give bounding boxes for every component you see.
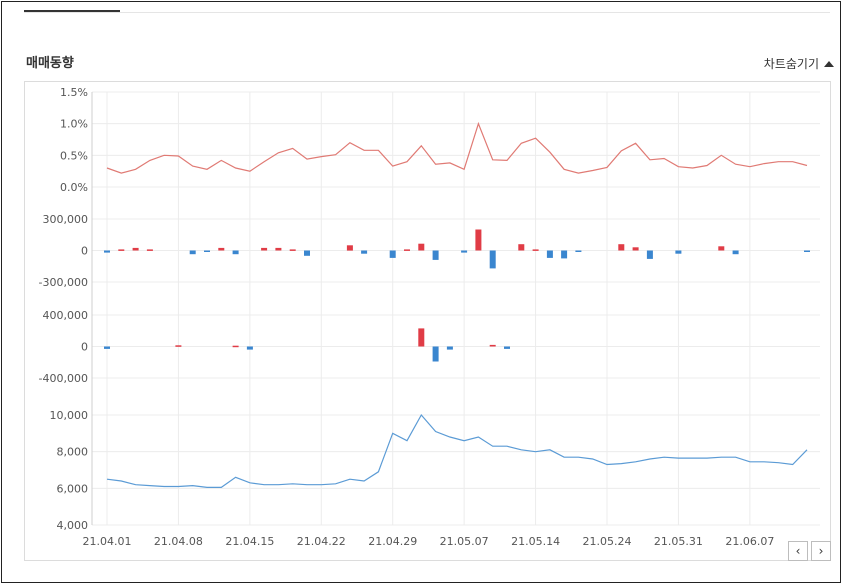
x-tick-label: 21.05.31 — [654, 535, 703, 548]
net-buy-bar-1 — [104, 250, 110, 253]
net-buy-bar-1 — [718, 246, 725, 251]
net-buy-bar-2 — [432, 346, 439, 362]
net-buy-bar-1 — [261, 247, 268, 251]
y-tick-label: 0 — [81, 341, 88, 354]
net-buy-bar-2 — [446, 346, 453, 350]
net-buy-bar-1 — [575, 250, 582, 252]
net-buy-bar-1 — [232, 250, 239, 255]
prev-button[interactable]: ‹ — [788, 541, 808, 561]
x-tick-label: 21.04.29 — [368, 535, 417, 548]
net-buy-bar-2 — [104, 346, 110, 349]
x-tick-label: 21.06.07 — [725, 535, 774, 548]
net-buy-bar-1 — [218, 247, 225, 251]
x-tick-label: 21.05.07 — [440, 535, 489, 548]
x-tick-label: 21.04.22 — [297, 535, 346, 548]
x-tick-label: 21.04.08 — [154, 535, 203, 548]
net-buy-bar-1 — [146, 249, 153, 251]
y-tick-label: 300,000 — [43, 213, 89, 226]
x-tick-label: 21.04.15 — [225, 535, 274, 548]
x-tick-label: 21.05.24 — [583, 535, 632, 548]
y-tick-label: 4,000 — [57, 519, 89, 532]
net-buy-bar-1 — [132, 247, 139, 251]
y-tick-label: 0.5% — [60, 149, 88, 162]
net-buy-bar-1 — [561, 250, 568, 259]
y-tick-label: -300,000 — [39, 276, 88, 289]
net-buy-bar-1 — [404, 249, 410, 251]
net-buy-bar-2 — [246, 346, 253, 350]
y-tick-label: 10,000 — [50, 409, 89, 422]
net-buy-bar-1 — [618, 244, 625, 251]
top-tab-indicator — [24, 10, 120, 12]
next-button[interactable]: › — [811, 541, 831, 561]
top-divider — [24, 12, 830, 13]
net-buy-bar-1 — [475, 229, 482, 251]
section-title: 매매동향 — [26, 56, 74, 71]
y-tick-label: 0 — [81, 245, 88, 258]
price-line — [106, 413, 808, 488]
net-buy-bar-1 — [518, 244, 525, 251]
net-buy-bar-1 — [632, 247, 639, 251]
net-buy-bar-1 — [346, 245, 353, 251]
y-tick-label: 1.5% — [60, 86, 88, 99]
hide-chart-label: 차트숨기기 — [763, 57, 819, 71]
net-buy-bar-1 — [732, 250, 739, 255]
net-buy-bar-1 — [275, 247, 282, 251]
net-buy-bar-1 — [289, 249, 296, 251]
y-tick-label: 0.0% — [60, 181, 88, 194]
net-buy-bar-1 — [389, 250, 396, 258]
net-buy-bar-2 — [489, 344, 496, 347]
net-buy-bar-1 — [546, 250, 553, 258]
net-buy-bar-1 — [489, 250, 496, 269]
y-tick-label: 400,000 — [43, 309, 89, 322]
chevron-right-icon: › — [818, 544, 824, 558]
y-tick-label: 1.0% — [60, 118, 88, 131]
hide-chart-toggle[interactable]: 차트숨기기 — [764, 55, 834, 72]
net-buy-bar-2 — [232, 345, 239, 348]
y-tick-label: 8,000 — [57, 446, 89, 459]
net-buy-bar-1 — [304, 250, 310, 256]
net-buy-bar-1 — [532, 249, 539, 251]
turnover-rate-line — [106, 121, 808, 174]
net-buy-bar-1 — [432, 250, 439, 260]
net-buy-bar-1 — [646, 250, 653, 259]
net-buy-bar-1 — [418, 243, 425, 251]
y-tick-label: -400,000 — [39, 372, 88, 385]
net-buy-bar-2 — [418, 328, 425, 347]
x-tick-label: 21.04.01 — [83, 535, 132, 548]
net-buy-bar-1 — [118, 249, 125, 251]
triangle-up-icon — [824, 60, 834, 67]
net-buy-bar-1 — [461, 250, 468, 253]
net-buy-bar-1 — [804, 250, 810, 252]
chart-container — [24, 81, 831, 561]
net-buy-bar-1 — [675, 250, 682, 254]
net-buy-bar-1 — [361, 250, 368, 254]
x-tick-label: 21.05.14 — [511, 535, 560, 548]
net-buy-bar-2 — [504, 346, 510, 349]
net-buy-bar-1 — [189, 250, 196, 255]
net-buy-bar-1 — [204, 250, 210, 252]
chevron-left-icon: ‹ — [795, 544, 801, 558]
y-tick-label: 6,000 — [57, 482, 89, 495]
net-buy-bar-2 — [175, 345, 182, 347]
